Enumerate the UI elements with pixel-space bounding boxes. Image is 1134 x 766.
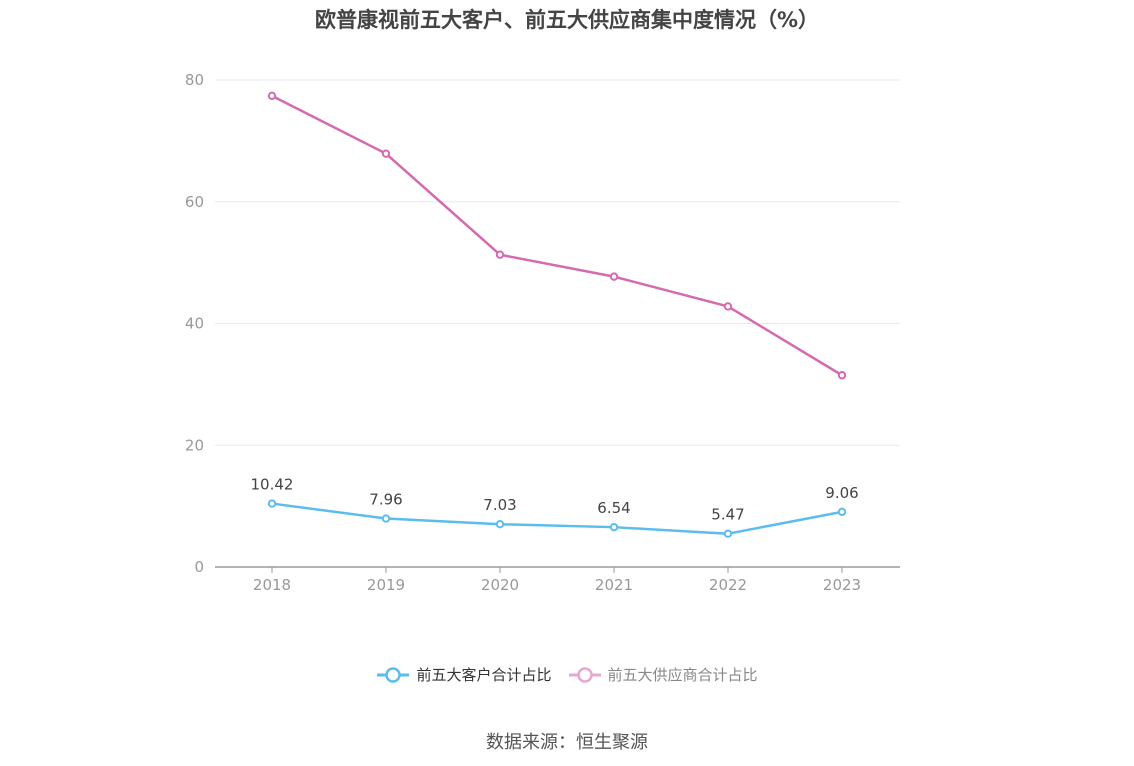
data-point-s1-2019 bbox=[381, 149, 391, 158]
data-point-s1-2018 bbox=[267, 91, 277, 101]
y-tick-label-40: 40 bbox=[185, 315, 204, 333]
y-tick-label-20: 20 bbox=[185, 436, 204, 454]
y-tick-label-0: 0 bbox=[194, 558, 204, 576]
data-point-s0-2018 bbox=[267, 499, 277, 508]
y-tick-label-80: 80 bbox=[185, 71, 204, 89]
source-note: 数据来源：恒生聚源 bbox=[486, 732, 648, 753]
legend-marker-suppliers-icon bbox=[568, 666, 601, 683]
legend-label-customers: 前五大客户合计占比 bbox=[416, 666, 552, 684]
data-label-s0-2021: 6.54 bbox=[597, 499, 630, 517]
data-point-s1-2022 bbox=[723, 302, 733, 311]
legend-marker-customers-icon bbox=[377, 666, 410, 683]
legend-item-customers[interactable]: 前五大客户合计占比 bbox=[376, 664, 552, 685]
y-tick-label-60: 60 bbox=[185, 193, 204, 211]
x-tick-label-2018: 2018 bbox=[253, 576, 291, 594]
data-label-s0-2018: 10.42 bbox=[251, 476, 294, 494]
legend-label-suppliers: 前五大供应商合计占比 bbox=[607, 666, 758, 684]
x-tick-label-2022: 2022 bbox=[709, 576, 747, 594]
data-label-s0-2019: 7.96 bbox=[369, 491, 402, 509]
data-point-s0-2022 bbox=[723, 529, 733, 538]
data-point-s0-2021 bbox=[609, 522, 619, 532]
data-point-s1-2021 bbox=[609, 272, 619, 281]
legend: 前五大客户合计占比 前五大供应商合计占比 bbox=[0, 664, 1134, 685]
data-label-s0-2022: 5.47 bbox=[711, 506, 744, 524]
data-point-s0-2020 bbox=[495, 520, 505, 529]
data-point-s0-2019 bbox=[381, 514, 391, 523]
series-line-1 bbox=[271, 94, 843, 377]
legend-item-suppliers[interactable]: 前五大供应商合计占比 bbox=[568, 664, 758, 685]
data-label-s0-2020: 7.03 bbox=[483, 496, 516, 514]
data-label-s0-2023: 9.06 bbox=[825, 484, 858, 502]
x-tick-label-2023: 2023 bbox=[823, 576, 861, 594]
data-point-s0-2023 bbox=[837, 507, 847, 517]
x-tick-label-2021: 2021 bbox=[595, 576, 633, 594]
x-tick-label-2019: 2019 bbox=[367, 576, 405, 594]
series-line-0 bbox=[271, 502, 843, 535]
data-point-s1-2023 bbox=[837, 371, 847, 380]
data-point-s1-2020 bbox=[495, 250, 505, 259]
chart-title: 欧普康视前五大客户、前五大供应商集中度情况（%） bbox=[314, 8, 820, 32]
x-tick-label-2020: 2020 bbox=[481, 576, 519, 594]
